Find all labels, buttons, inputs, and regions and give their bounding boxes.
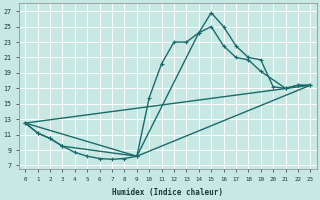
- X-axis label: Humidex (Indice chaleur): Humidex (Indice chaleur): [112, 188, 223, 197]
